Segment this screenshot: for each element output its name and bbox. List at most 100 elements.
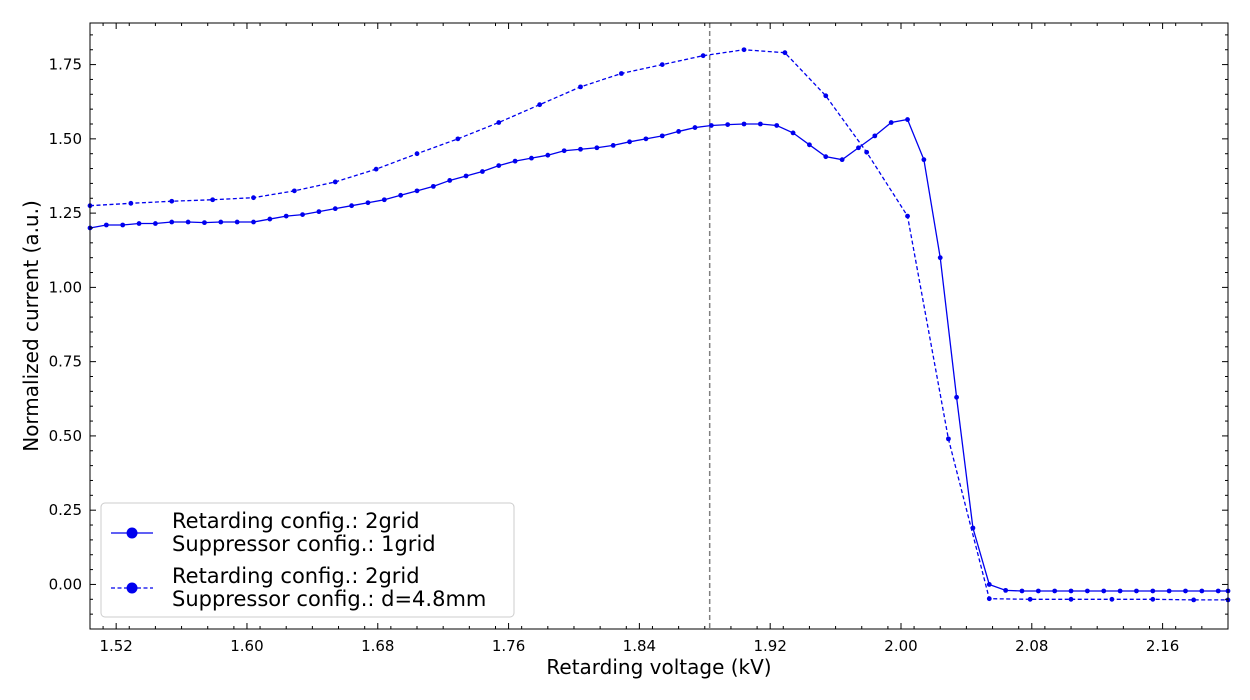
plot-frame xyxy=(89,22,1229,630)
data-point xyxy=(561,148,567,154)
legend-label-line2: Suppressor config.: 1grid xyxy=(172,532,436,556)
legend-marker-2 xyxy=(126,582,138,594)
data-point xyxy=(218,219,224,225)
data-point xyxy=(251,195,256,201)
data-point xyxy=(782,50,788,56)
x-axis-label: Retarding voltage (kV) xyxy=(546,655,771,679)
data-point xyxy=(251,219,256,225)
legend-label-line2: Suppressor config.: d=4.8mm xyxy=(172,587,486,611)
legend-label-line1: Retarding config.: 2grid xyxy=(172,509,420,533)
data-point xyxy=(1068,596,1074,602)
data-point xyxy=(300,212,305,218)
data-point xyxy=(480,169,485,174)
data-point xyxy=(659,133,665,139)
x-tick-label: 2.08 xyxy=(1015,637,1048,655)
data-point xyxy=(676,129,682,134)
data-point xyxy=(103,222,109,228)
data-point xyxy=(594,145,600,151)
data-point xyxy=(545,152,551,158)
data-point xyxy=(888,120,894,125)
data-point xyxy=(954,394,959,400)
data-point xyxy=(455,136,461,142)
data-point xyxy=(512,158,518,164)
data-point xyxy=(839,157,845,163)
data-point xyxy=(1166,588,1172,594)
data-point xyxy=(463,173,469,179)
data-point xyxy=(169,198,175,204)
data-point xyxy=(537,102,543,108)
data-point xyxy=(578,84,583,90)
data-point xyxy=(430,183,436,189)
legend-label-line1: Retarding config.: 2grid xyxy=(172,564,420,588)
data-point xyxy=(414,151,420,157)
data-point xyxy=(578,146,583,152)
data-point xyxy=(1199,588,1205,594)
y-axis-label: Normalized current (a.u.) xyxy=(19,200,43,452)
x-tick-label: 1.52 xyxy=(99,637,132,655)
data-point xyxy=(1134,588,1139,594)
data-point xyxy=(1068,588,1074,594)
x-tick-label: 1.68 xyxy=(361,637,394,655)
data-point xyxy=(1101,588,1107,594)
data-point xyxy=(700,53,706,59)
y-tick-label: 1.75 xyxy=(49,56,82,74)
data-point xyxy=(741,121,747,127)
data-point xyxy=(1191,597,1197,603)
data-point xyxy=(1084,588,1090,594)
data-point xyxy=(185,219,191,225)
data-point xyxy=(741,47,747,53)
data-point xyxy=(1003,587,1009,593)
data-point xyxy=(169,219,175,225)
data-point xyxy=(1052,588,1058,594)
data-point xyxy=(692,125,698,130)
data-point xyxy=(398,192,404,198)
data-point xyxy=(627,139,632,145)
data-point xyxy=(447,178,453,183)
data-point xyxy=(856,145,861,151)
x-tick-label: 1.76 xyxy=(492,637,525,655)
data-point xyxy=(659,62,665,67)
legend-marker-1 xyxy=(126,527,138,539)
y-tick-label: 0.75 xyxy=(49,353,82,371)
data-point xyxy=(1019,588,1025,594)
data-point xyxy=(120,222,126,228)
data-point xyxy=(643,136,649,142)
y-tick-label: 0.25 xyxy=(49,501,82,519)
x-tick-label: 1.84 xyxy=(623,637,656,655)
data-point xyxy=(757,121,763,127)
data-point xyxy=(381,197,387,203)
data-point xyxy=(291,188,297,194)
data-point xyxy=(136,221,142,226)
data-point xyxy=(905,117,910,122)
series-layer xyxy=(87,47,1231,603)
data-point xyxy=(529,155,534,161)
y-tick-label: 1.25 xyxy=(49,204,82,222)
data-point xyxy=(937,255,943,261)
data-point xyxy=(365,200,371,206)
data-point xyxy=(1215,588,1221,594)
data-point xyxy=(283,213,289,219)
x-tick-label: 1.92 xyxy=(753,637,786,655)
data-point xyxy=(921,157,927,163)
data-point xyxy=(864,149,870,155)
data-point xyxy=(1117,588,1123,594)
x-tick-label: 2.16 xyxy=(1146,637,1179,655)
data-point xyxy=(349,203,355,209)
data-point xyxy=(1035,588,1041,594)
x-tick-label: 2.00 xyxy=(884,637,917,655)
data-point xyxy=(986,596,992,602)
data-point xyxy=(267,216,273,222)
data-point xyxy=(496,163,502,168)
data-point xyxy=(1109,596,1115,602)
data-point xyxy=(234,219,240,225)
data-point xyxy=(202,220,207,226)
data-point xyxy=(774,123,780,128)
data-point xyxy=(807,142,812,148)
data-point xyxy=(1150,596,1156,602)
data-point xyxy=(332,206,338,212)
data-point xyxy=(905,213,910,219)
data-point xyxy=(1027,596,1033,602)
data-point xyxy=(823,93,829,99)
